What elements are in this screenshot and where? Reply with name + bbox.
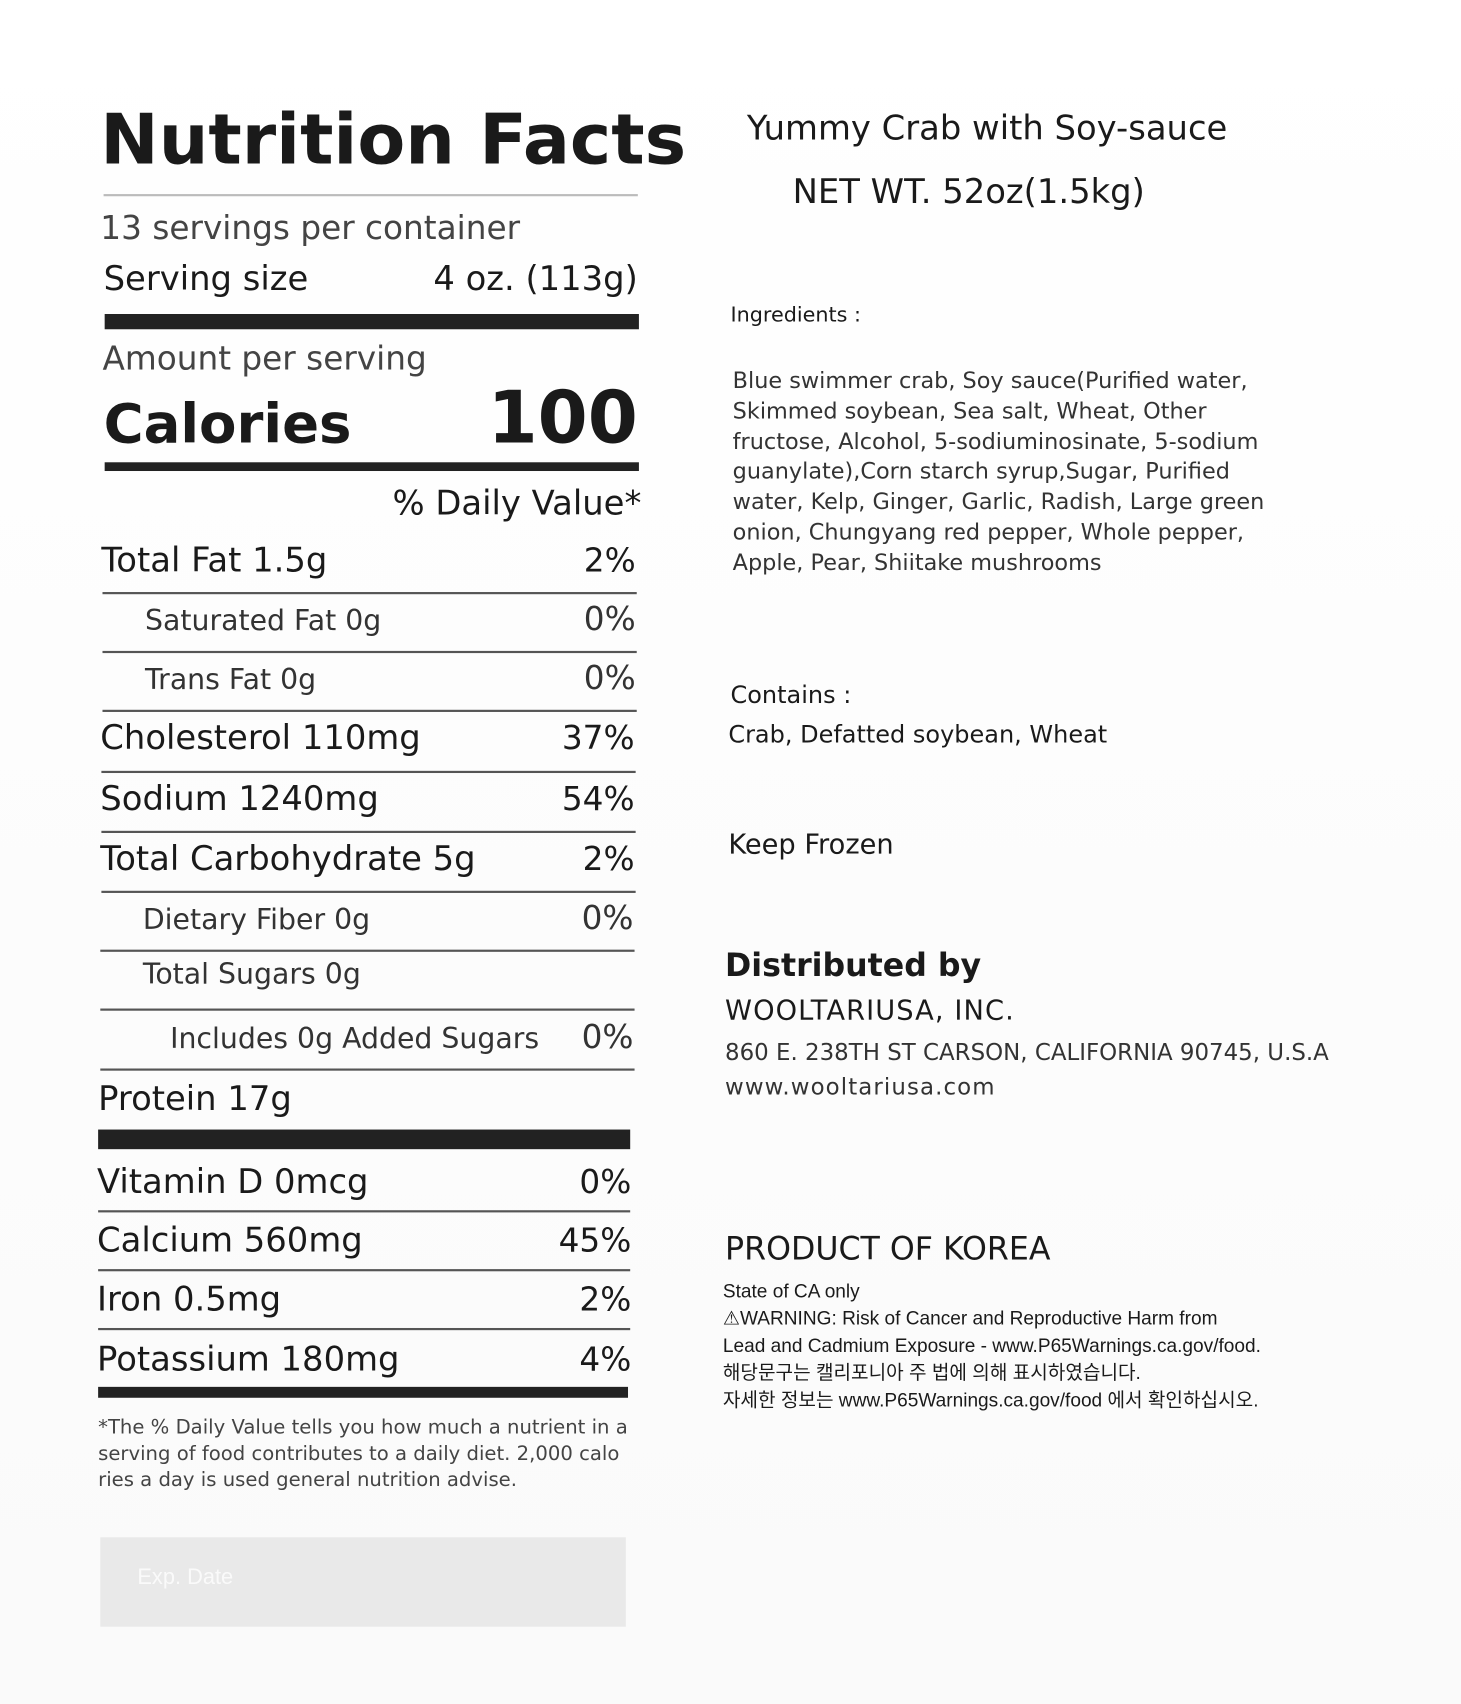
ingredients-list: Blue swimmer crab, Soy sauce(Purified wa… [733,366,1265,578]
daily-value-percent: 2% [582,840,635,879]
nutrient-row: Cholesterol 110mg 37% [100,719,634,758]
nutrient-row: Includes 0g Added Sugars 0% [99,1018,633,1056]
divider [98,1210,631,1212]
ingredients-line: fructose, Alcohol, 5-sodiuminosinate, 5-… [732,428,1259,455]
nutrient-label: Trans Fat 0g [145,663,317,697]
vitamin-label: Vitamin D 0mcg [97,1162,369,1202]
daily-value-percent: 0% [583,600,636,639]
nutrient-label: Total Carbohydrate 5g [100,839,476,879]
daily-value-percent: 4% [579,1341,632,1380]
net-weight: NET WT. 52oz(1.5kg) [792,172,1145,212]
divider [101,830,636,833]
storage-instruction: Keep Frozen [728,828,894,861]
divider [101,770,636,773]
nutrient-row: Total Carbohydrate 5g 2% [100,840,634,879]
serving-size-label: Serving size [103,259,309,299]
nutrient-row: Total Fat 1.5g 2% [101,541,635,580]
thick-divider [104,314,639,330]
daily-value-percent: 37% [561,719,635,758]
vitamin-label: Calcium 560mg [97,1221,363,1261]
nutrition-title: Nutrition Facts [100,100,687,181]
nutrient-label: Saturated Fat 0g [145,605,382,638]
ingredients-line: Apple, Pear, Shiitake mushrooms [732,549,1102,576]
daily-value-percent: 54% [561,780,635,819]
calories-value: 100 [487,376,638,461]
divider [98,1269,631,1271]
divider [100,1068,635,1071]
warning-line: State of CA only [722,1280,860,1302]
serving-size-row: Serving size 4 oz. (113g) [104,259,638,298]
distributor-name: WOOLTARIUSA, INC. [725,994,1015,1026]
ingredients-line: water, Kelp, Ginger, Garlic, Radish, Lar… [732,488,1265,515]
vitamin-label: Iron 0.5mg [97,1280,282,1320]
nutrient-label: Total Sugars 0g [142,958,361,992]
daily-value-header: % Daily Value* [392,484,642,524]
medium-divider [98,1386,629,1398]
product-origin: PRODUCT OF KOREA [725,1229,1051,1267]
divider [101,890,636,893]
distributor-address: 860 E. 238TH ST CARSON, CALIFORNIA 90745… [725,1039,1329,1066]
warning-line: 해당문구는 캘리포니아 주 법에 의해 표시하였습니다. [722,1361,1141,1384]
warning-line: 자세한 정보는 www.P65Warnings.ca.gov/food 에서 확… [722,1389,1259,1411]
nutrient-label: Sodium 1240mg [100,779,379,819]
daily-value-percent: 0% [579,1163,632,1202]
ingredients-line: guanylate),Corn starch syrup,Sugar, Puri… [732,458,1230,485]
amount-per-serving: Amount per serving [102,340,427,379]
thick-divider [98,1129,631,1150]
footnote-line: serving of food contributes to a daily d… [98,1442,620,1466]
exp-date-label: Exp. Date [137,1565,234,1590]
divider [98,1327,631,1330]
daily-value-percent: 2% [583,541,636,581]
nutrient-row: Protein 17g [98,1079,632,1118]
daily-value-percent: 2% [579,1281,632,1320]
nutrient-row: Dietary Fiber 0g 0% [99,899,634,938]
nutrient-row: Total Sugars 0g [99,958,633,991]
distributed-by-label: Distributed by [725,946,982,984]
vitamin-row: Vitamin D 0mcg 0% [97,1162,631,1201]
nutrient-row: Trans Fat 0g 0% [101,659,636,698]
serving-size-value: 4 oz. (113g) [433,259,638,299]
nutrient-label: Total Fat 1.5g [101,540,328,581]
product-name: Yummy Crab with Soy-sauce [746,109,1228,149]
nutrient-row: Saturated Fat 0g 0% [101,600,636,639]
nutrient-label: Protein 17g [98,1079,292,1119]
divider [102,592,637,594]
nutrient-row: Sodium 1240mg 54% [100,780,634,819]
warning-line: ⚠WARNING: Risk of Cancer and Reproductiv… [722,1307,1218,1330]
nutrient-label: Dietary Fiber 0g [142,903,371,937]
prop65-warning: State of CA only ⚠WARNING: Risk of Cance… [723,1278,1261,1414]
contains-allergens: Crab, Defatted soybean, Wheat [728,721,1108,750]
distributor-website: www.wooltariusa.com [725,1073,996,1101]
vitamin-row: Calcium 560mg 45% [97,1221,631,1260]
exp-date-box: Exp. Date [100,1537,626,1627]
vitamin-label: Potassium 180mg [97,1339,400,1380]
divider [100,949,635,952]
calories-label: Calories [103,392,352,456]
vitamin-row: Potassium 180mg 4% [97,1340,631,1379]
divider [102,709,637,712]
nutrient-label: Includes 0g Added Sugars [170,1022,540,1056]
nutrient-label: Cholesterol 110mg [100,718,421,758]
daily-value-percent: 0% [581,899,634,938]
divider [100,1008,635,1011]
contains-label: Contains : [730,682,852,710]
daily-value-percent: 0% [583,659,636,698]
daily-value-percent: 45% [558,1222,632,1261]
divider [103,194,638,196]
daily-value-percent: 0% [581,1018,634,1057]
ingredients-line: Skimmed soybean, Sea salt, Wheat, Other [732,397,1207,424]
footnote: *The % Daily Value tells you how much a … [98,1415,628,1494]
ingredients-line: Blue swimmer crab, Soy sauce(Purified wa… [732,367,1248,394]
warning-line: Lead and Cadmium Exposure - www.P65Warni… [722,1334,1261,1357]
footnote-line: *The % Daily Value tells you how much a … [98,1416,628,1440]
ingredients-line: onion, Chungyang red pepper, Whole peppe… [732,518,1245,546]
divider [102,650,637,653]
servings-per-container: 13 servings per container [100,209,521,248]
calories-row: Calories 100 [104,376,638,460]
ingredients-label: Ingredients : [730,303,861,328]
footnote-line: ries a day is used general nutrition adv… [98,1468,517,1492]
vitamin-row: Iron 0.5mg 2% [97,1280,631,1319]
medium-divider [104,462,639,472]
